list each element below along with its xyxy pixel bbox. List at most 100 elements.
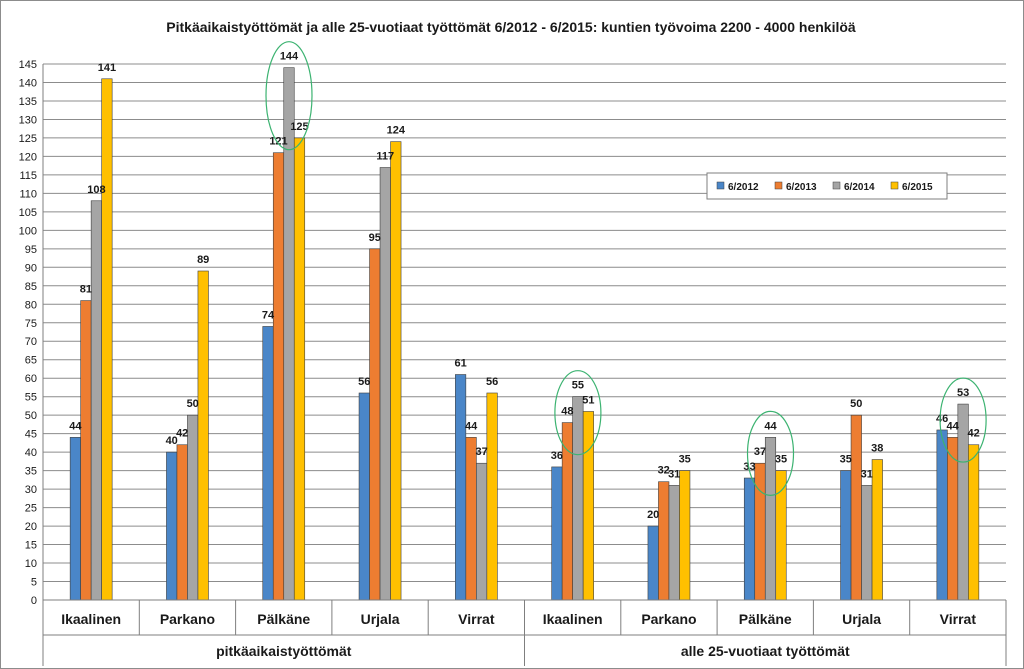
- data-label: 40: [166, 435, 178, 447]
- y-tick-label: 125: [19, 133, 37, 145]
- axes: 0 5 10 15 20 25 30 35 40 45 50 55 60 65 70 75 80 85 90 95 10…: [19, 59, 1007, 666]
- bar: [455, 374, 467, 601]
- x-category-label: Parkano: [641, 611, 696, 627]
- bar: [840, 470, 852, 601]
- bar: [369, 248, 381, 601]
- data-label: 81: [80, 284, 92, 296]
- bar: [968, 444, 980, 601]
- data-label: 42: [176, 428, 188, 440]
- y-tick-label: 50: [25, 410, 37, 422]
- bar: [486, 392, 498, 601]
- data-label: 36: [551, 450, 563, 462]
- bar: [166, 451, 178, 601]
- bar: [358, 392, 370, 601]
- y-tick-label: 5: [31, 577, 37, 589]
- data-label: 35: [840, 454, 852, 466]
- bar: [668, 485, 680, 601]
- bar: [379, 167, 391, 601]
- y-tick-label: 80: [25, 299, 37, 311]
- data-label: 44: [946, 420, 959, 432]
- y-tick-label: 10: [25, 558, 37, 570]
- bar: [679, 470, 691, 601]
- x-category-label: Ikaalinen: [61, 611, 121, 627]
- y-tick-label: 75: [25, 318, 37, 330]
- bar: [936, 429, 948, 601]
- legend-label: 6/2013: [786, 182, 817, 193]
- bar: [90, 200, 102, 601]
- bar: [551, 466, 563, 601]
- bar: [101, 78, 113, 601]
- data-label: 35: [679, 454, 691, 466]
- data-labels: 4481108141404250897412114412556951171246…: [69, 51, 979, 521]
- y-tick-label: 110: [19, 188, 37, 200]
- bars: [69, 67, 980, 601]
- bar: [582, 411, 594, 601]
- data-label: 44: [465, 420, 478, 432]
- y-tick-label: 0: [31, 595, 37, 607]
- bar: [561, 422, 573, 601]
- y-tick-label: 95: [25, 244, 37, 256]
- data-label: 108: [87, 184, 105, 196]
- y-tick-label: 105: [19, 207, 37, 219]
- bar: [293, 137, 306, 601]
- legend-label: 6/2015: [902, 182, 933, 193]
- x-category-label: Pälkäne: [739, 611, 792, 627]
- x-group-label: pitkäaikaistyöttömät: [216, 643, 352, 659]
- legend-swatch: [890, 181, 899, 190]
- bar: [187, 414, 199, 601]
- bar: [476, 462, 488, 601]
- chart-title: Pitkäaikaistyöttömät ja alle 25-vuotiaat…: [166, 19, 856, 35]
- x-category-label: Urjala: [361, 611, 400, 627]
- y-tick-label: 65: [25, 355, 37, 367]
- bar: [647, 525, 659, 601]
- data-label: 124: [387, 125, 406, 137]
- highlight-ellipse: [554, 370, 602, 456]
- data-label: 42: [967, 428, 979, 440]
- bar: [80, 300, 92, 601]
- data-label: 51: [582, 394, 594, 406]
- data-label: 61: [454, 358, 466, 370]
- y-tick-label: 20: [25, 521, 37, 533]
- data-label: 37: [475, 446, 487, 458]
- data-label: 44: [69, 420, 82, 432]
- bar: [743, 477, 756, 601]
- bar: [658, 481, 670, 601]
- data-label: 117: [376, 151, 394, 163]
- highlight-ellipse: [939, 377, 987, 463]
- bar: [272, 152, 285, 601]
- data-label: 32: [658, 465, 670, 477]
- x-category-label: Pälkäne: [257, 611, 310, 627]
- data-label: 53: [957, 387, 969, 399]
- y-tick-label: 60: [25, 373, 37, 385]
- bar: [197, 270, 209, 601]
- x-category-label: Virrat: [940, 611, 977, 627]
- bar: [861, 485, 873, 601]
- data-label: 74: [262, 309, 275, 321]
- legend-swatch: [774, 181, 783, 190]
- data-label: 50: [850, 398, 862, 410]
- data-label: 44: [764, 420, 777, 432]
- data-label: 95: [369, 232, 381, 244]
- y-tick-label: 70: [25, 336, 37, 348]
- y-tick-label: 135: [19, 96, 37, 108]
- data-label: 33: [743, 461, 755, 473]
- legend: 6/2012 6/2013 6/2014 6/2015: [706, 172, 948, 200]
- data-label: 50: [187, 398, 199, 410]
- bar: [176, 444, 188, 601]
- legend-label: 6/2012: [728, 182, 759, 193]
- y-tick-label: 85: [25, 281, 37, 293]
- highlight-ellipse: [746, 410, 795, 496]
- legend-box: [706, 172, 948, 200]
- y-tick-label: 40: [25, 447, 37, 459]
- data-label: 31: [668, 468, 680, 480]
- highlight-ellipse: [265, 41, 313, 151]
- x-category-label: Ikaalinen: [543, 611, 603, 627]
- data-label: 31: [861, 468, 873, 480]
- bar: [850, 414, 862, 601]
- bar: [465, 437, 477, 601]
- legend-swatch: [832, 181, 841, 190]
- y-tick-label: 115: [19, 170, 37, 182]
- data-label: 89: [197, 254, 209, 266]
